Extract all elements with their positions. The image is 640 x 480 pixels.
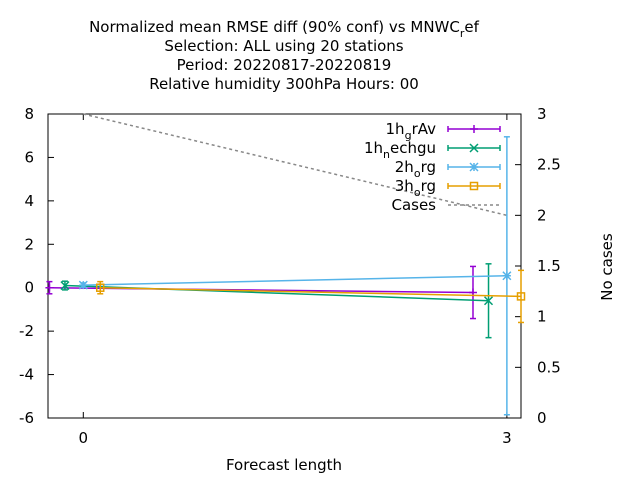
point-marker <box>95 283 105 292</box>
point-marker <box>60 281 70 291</box>
axes: -6 -4 -2 0 2 4 6 8 0 0.5 1 1.5 2 2.5 3 0 3 <box>19 105 561 447</box>
chart-title-line-3: Period: 20220817-20220819 <box>177 56 392 74</box>
legend-label: 2horg <box>395 158 436 180</box>
legend-label: 1hnechgu <box>364 139 436 161</box>
chart-title: Normalized mean RMSE diff (90% conf) vs … <box>89 18 480 93</box>
y-tick-label: -4 <box>19 366 34 384</box>
legend-item: 1hgrAv <box>386 120 501 142</box>
plot-frame <box>47 113 522 419</box>
y-tick-label: 0 <box>24 279 34 297</box>
legend-item: 2horg <box>395 158 501 180</box>
y2-tick-label: 2 <box>537 206 547 224</box>
y2-tick-label: 1.5 <box>537 257 561 275</box>
y2-axis-label: No cases <box>598 233 616 301</box>
chart-title-line-2: Selection: ALL using 20 stations <box>164 37 403 55</box>
series-line <box>100 286 522 298</box>
legend-item: 1hnechgu <box>364 139 501 161</box>
point-marker <box>45 283 54 292</box>
point-marker <box>469 181 479 191</box>
series-line <box>83 275 507 286</box>
y-tick-label: -2 <box>19 322 34 340</box>
legend-item: Cases <box>391 196 500 214</box>
legend-item: 3horg <box>395 177 501 199</box>
series-2h_org <box>78 136 512 416</box>
y2-tick-label: 0.5 <box>537 358 561 376</box>
y-tick-label: 2 <box>24 235 34 253</box>
series-1h_nechgu <box>60 263 494 339</box>
series-layer <box>45 136 526 416</box>
y-tick-label: 8 <box>24 105 34 123</box>
y2-tick-label: 1 <box>537 308 547 326</box>
x-tick-label: 3 <box>502 429 512 447</box>
x-tick-label: 0 <box>79 429 89 447</box>
point-marker <box>516 292 526 301</box>
point-marker <box>470 125 478 133</box>
legend-label: 1hgrAv <box>386 120 437 142</box>
chart-title-line-1: Normalized mean RMSE diff (90% conf) vs … <box>89 18 480 40</box>
point-marker <box>502 271 512 281</box>
cases-layer <box>83 113 508 217</box>
x-axis-label: Forecast length <box>226 456 342 474</box>
chart-title-line-4: Relative humidity 300hPa Hours: 00 <box>149 75 419 93</box>
y2-tick-label: 3 <box>537 105 547 123</box>
point-marker <box>469 143 479 153</box>
y-tick-label: 4 <box>24 192 34 210</box>
cases-line <box>83 113 508 217</box>
legend-label: 3horg <box>395 177 436 199</box>
point-marker <box>469 162 479 172</box>
series-3h_org <box>95 269 526 324</box>
y2-tick-label: 2.5 <box>537 156 561 174</box>
point-marker <box>483 296 494 306</box>
y-tick-label: 6 <box>24 148 34 166</box>
point-marker <box>78 280 88 290</box>
y-tick-label: -6 <box>19 409 34 427</box>
legend-label: Cases <box>391 196 436 214</box>
y2-tick-label: 0 <box>537 409 547 427</box>
